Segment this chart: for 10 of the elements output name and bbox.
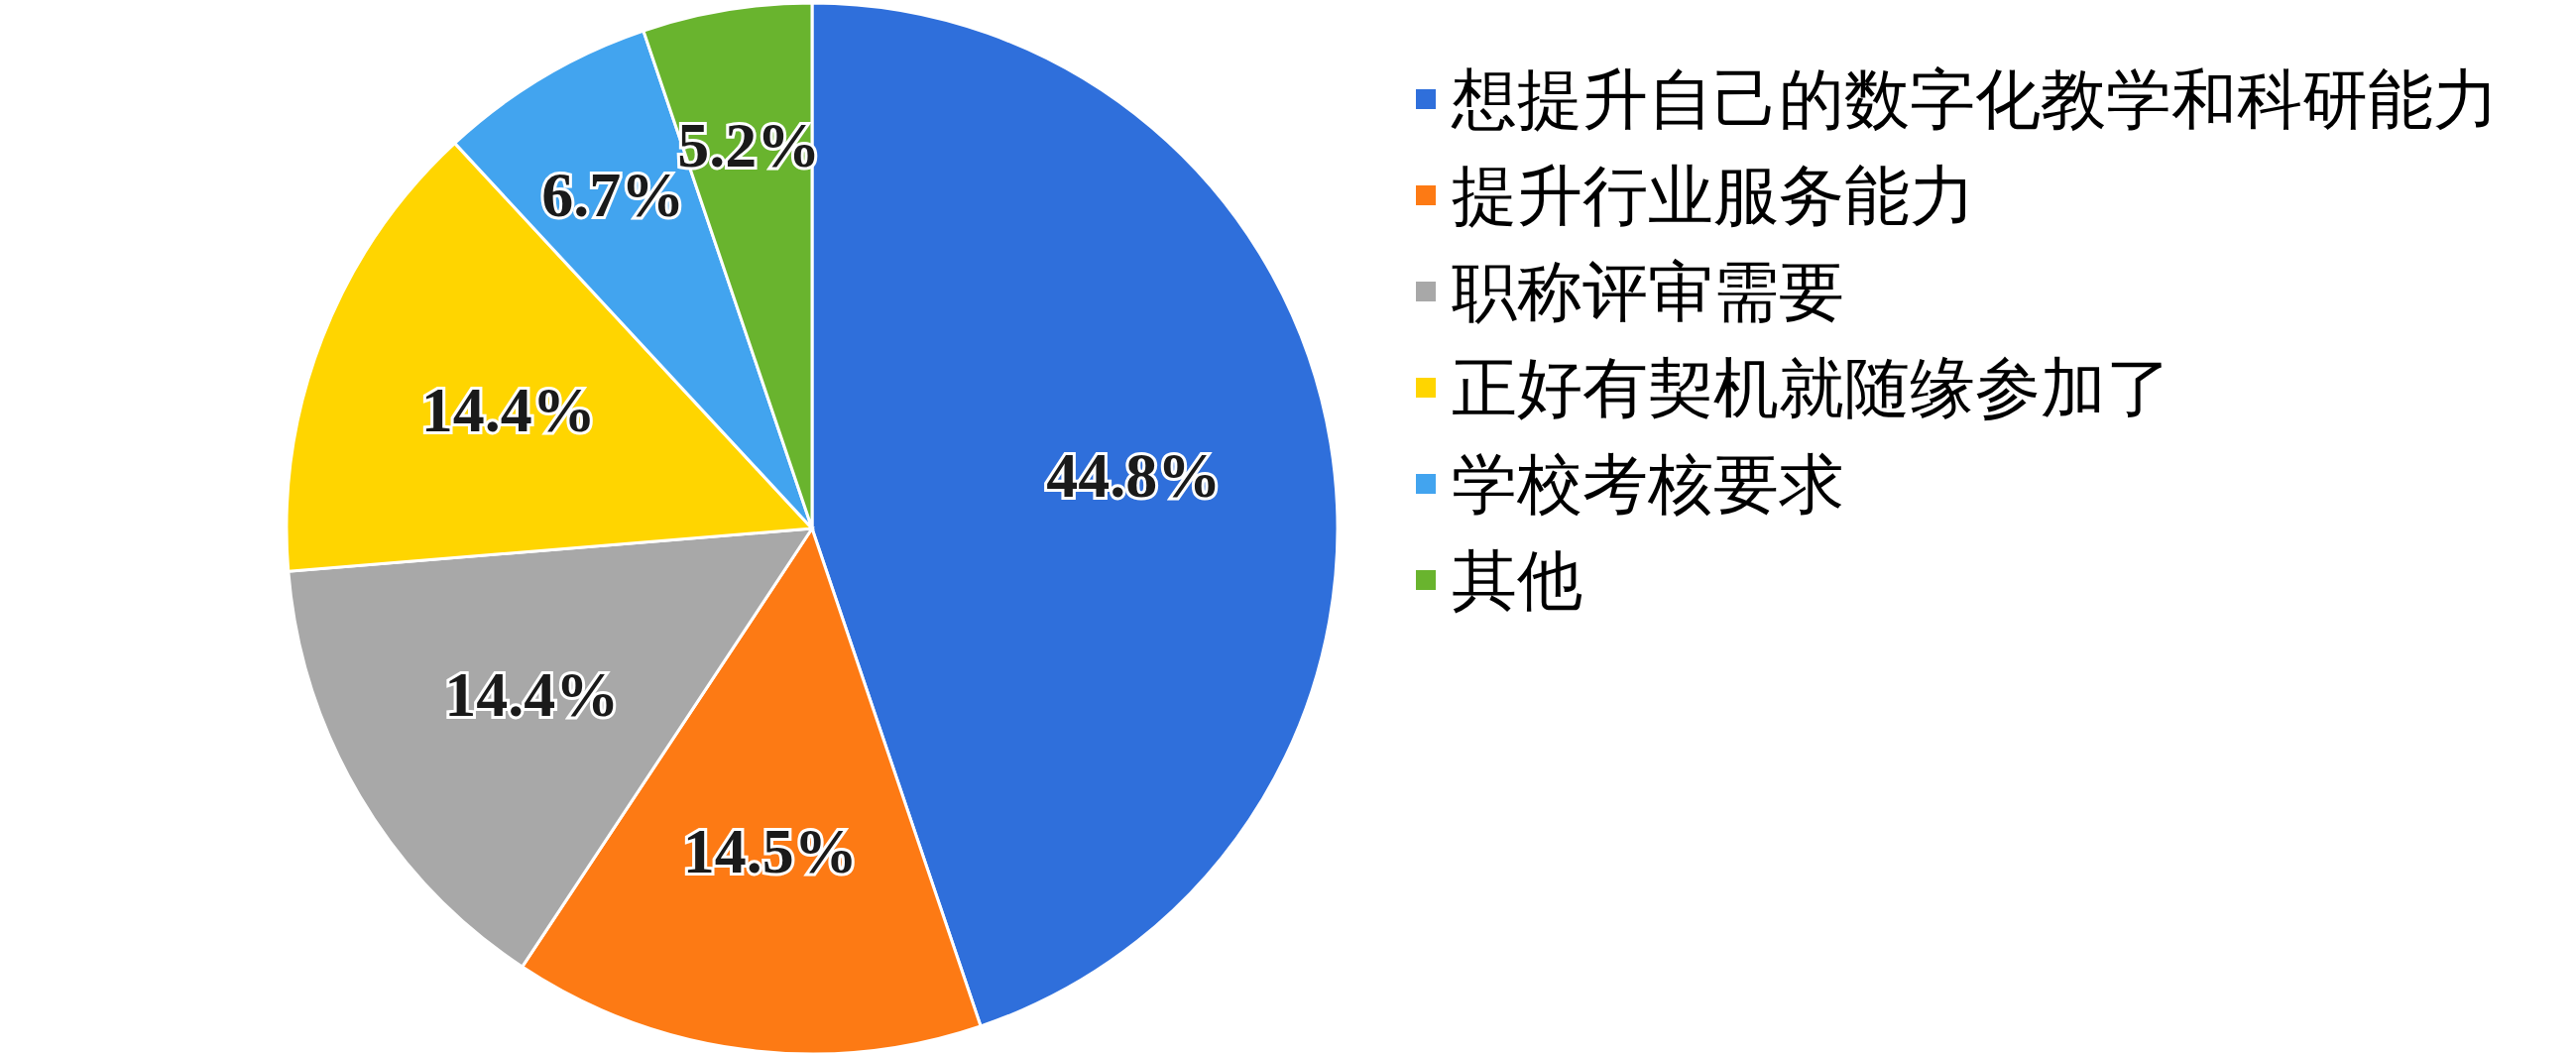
legend-label: 提升行业服务能力 [1452, 157, 1975, 234]
legend-label: 其他 [1452, 541, 1582, 619]
data-label: 14.4% [420, 375, 596, 446]
legend-label: 职称评审需要 [1452, 253, 1844, 330]
data-label: 44.8% [1046, 440, 1222, 512]
data-label: 14.5% [682, 816, 858, 887]
legend-label: 学校考核要求 [1452, 445, 1844, 523]
legend-label: 想提升自己的数字化教学和科研能力 [1451, 60, 2499, 138]
legend-label: 正好有契机就随缘参加了 [1452, 349, 2171, 426]
data-label: 14.4% [444, 658, 620, 730]
